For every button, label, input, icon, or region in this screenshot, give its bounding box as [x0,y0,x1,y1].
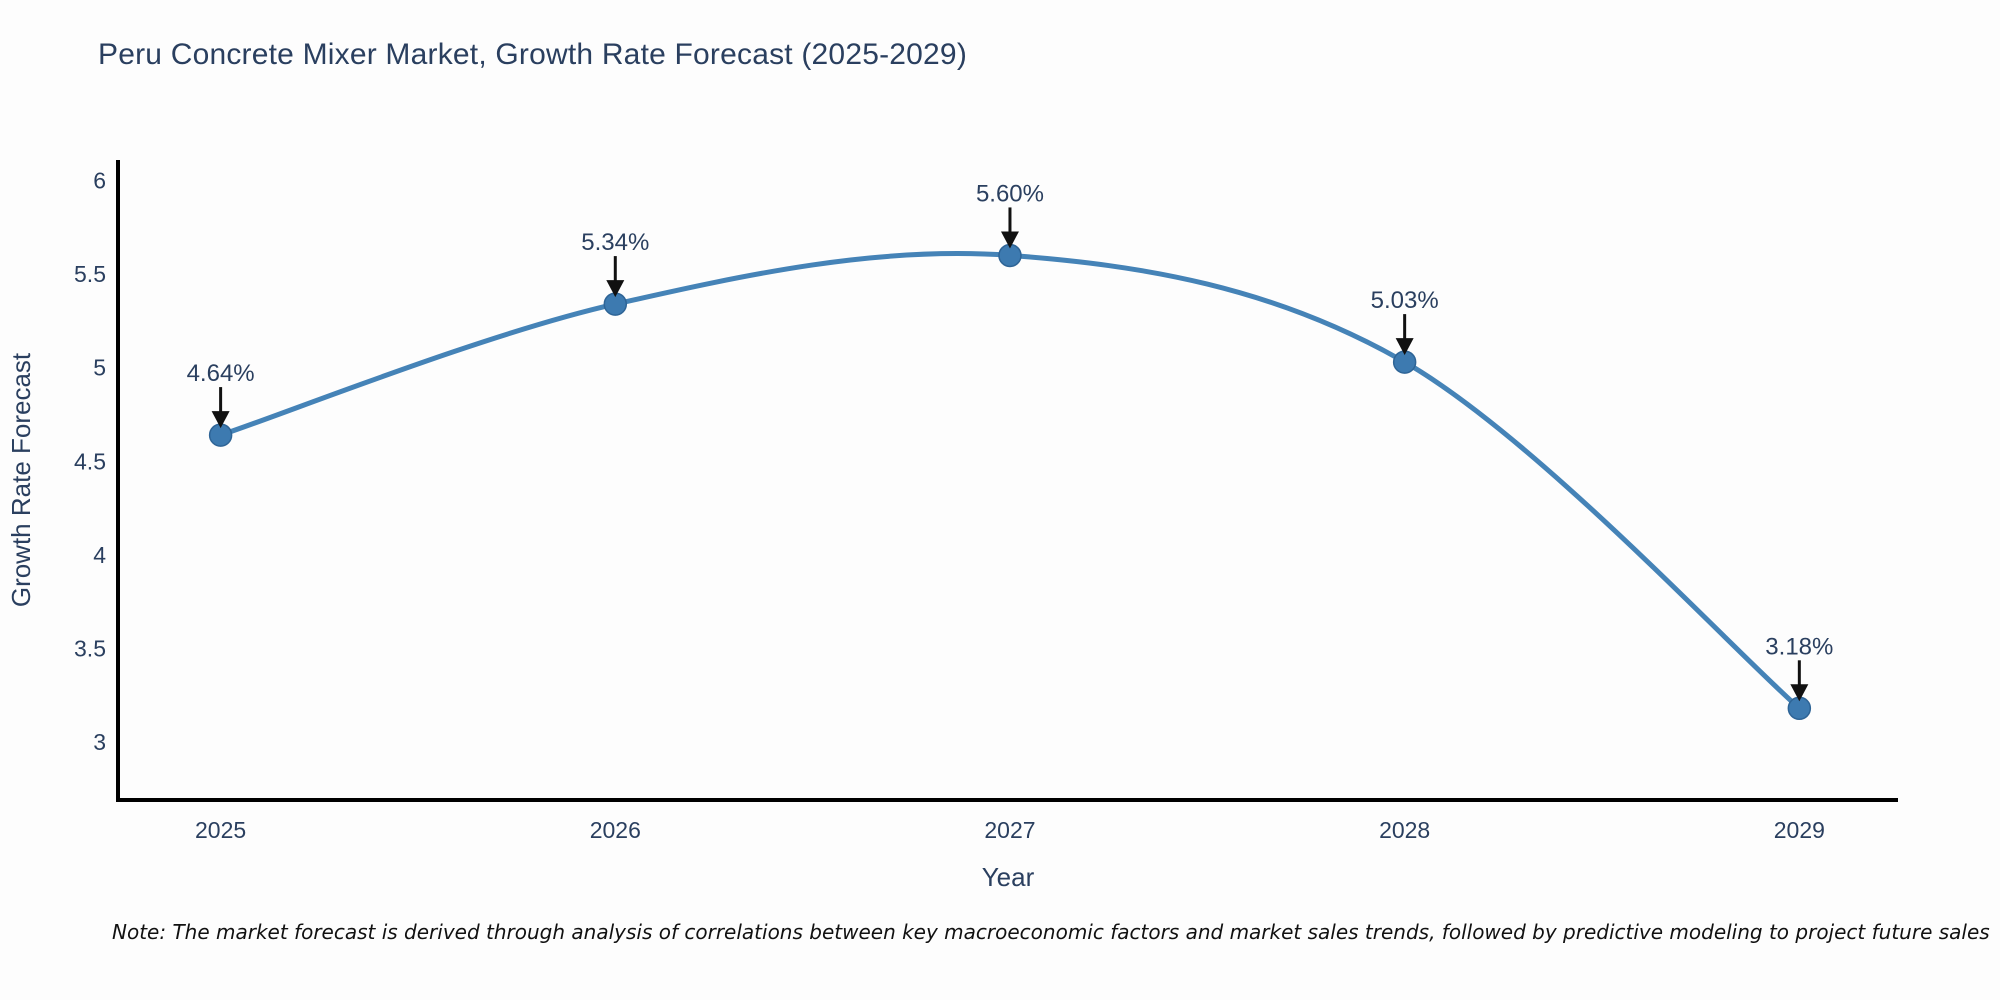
chart-title: Peru Concrete Mixer Market, Growth Rate … [98,38,968,71]
x-tick-label: 2028 [1379,817,1430,843]
x-tick-label: 2026 [590,817,641,843]
series-line [218,251,1802,711]
point-label: 3.18% [1765,633,1833,660]
annotation-arrowhead [211,411,230,429]
x-tick-label: 2025 [195,817,246,843]
annotation-arrowhead [606,280,625,298]
annotation-arrowhead [1790,684,1809,702]
y-tick-label: 3.5 [74,635,106,661]
point-label: 5.34% [581,229,649,256]
y-tick-label: 5.5 [74,261,106,287]
y-tick-label: 6 [93,168,106,194]
point-label: 4.64% [187,360,255,387]
y-tick-label: 5 [93,355,106,381]
y-tick-label: 3 [93,729,106,755]
y-axis-title: Growth Rate Forecast [6,352,36,607]
footnote: Note: The market forecast is derived thr… [112,920,1990,944]
x-axis-title: Year [982,862,1035,892]
point-label: 5.03% [1371,287,1439,314]
annotation-arrowhead [1000,231,1019,249]
x-tick-label: 2029 [1774,817,1825,843]
y-tick-label: 4 [93,542,106,568]
y-tick-label: 4.5 [74,448,106,474]
point-label: 5.60% [976,180,1044,207]
annotation-arrowhead [1395,338,1414,356]
x-tick-label: 2027 [984,817,1035,843]
